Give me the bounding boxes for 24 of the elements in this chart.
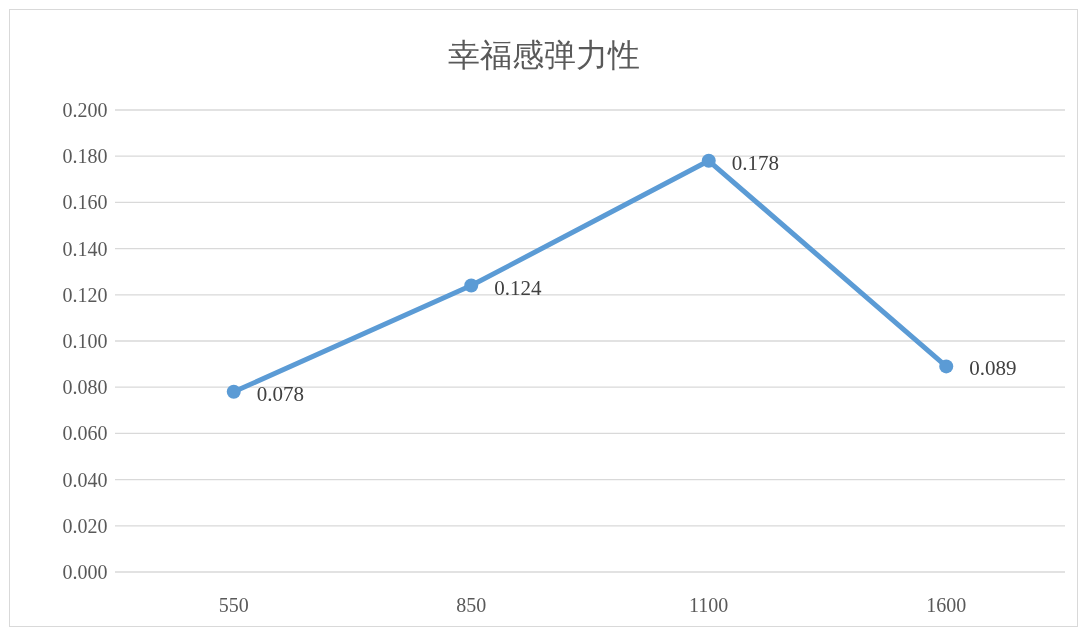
y-tick-label: 0.000 xyxy=(62,561,108,583)
y-tick-label: 0.120 xyxy=(62,283,108,306)
y-tick-label: 0.060 xyxy=(62,422,108,445)
y-tick-label: 0.200 xyxy=(62,99,108,121)
y-tick-label: 0.080 xyxy=(62,376,108,399)
y-tick-label: 0.100 xyxy=(62,330,108,352)
x-tick-label: 1600 xyxy=(926,594,967,616)
chart-title: 幸福感弹力性 xyxy=(447,37,640,73)
data-label: 0.124 xyxy=(494,275,542,300)
x-tick-label: 850 xyxy=(456,594,487,616)
x-tick-label: 1100 xyxy=(689,594,729,616)
point xyxy=(701,153,716,168)
y-tick-label: 0.160 xyxy=(62,191,108,214)
point xyxy=(464,278,479,293)
y-tick-label: 0.020 xyxy=(62,514,108,537)
point xyxy=(939,359,954,374)
data-label: 0.078 xyxy=(256,381,304,406)
y-tick-label: 0.180 xyxy=(62,145,108,168)
x-tick-label: 550 xyxy=(218,594,249,616)
y-tick-label: 0.040 xyxy=(62,468,108,491)
data-label: 0.089 xyxy=(969,356,1017,381)
y-tick-label: 0.140 xyxy=(62,237,108,260)
data-label: 0.178 xyxy=(731,150,779,175)
point xyxy=(226,384,241,399)
